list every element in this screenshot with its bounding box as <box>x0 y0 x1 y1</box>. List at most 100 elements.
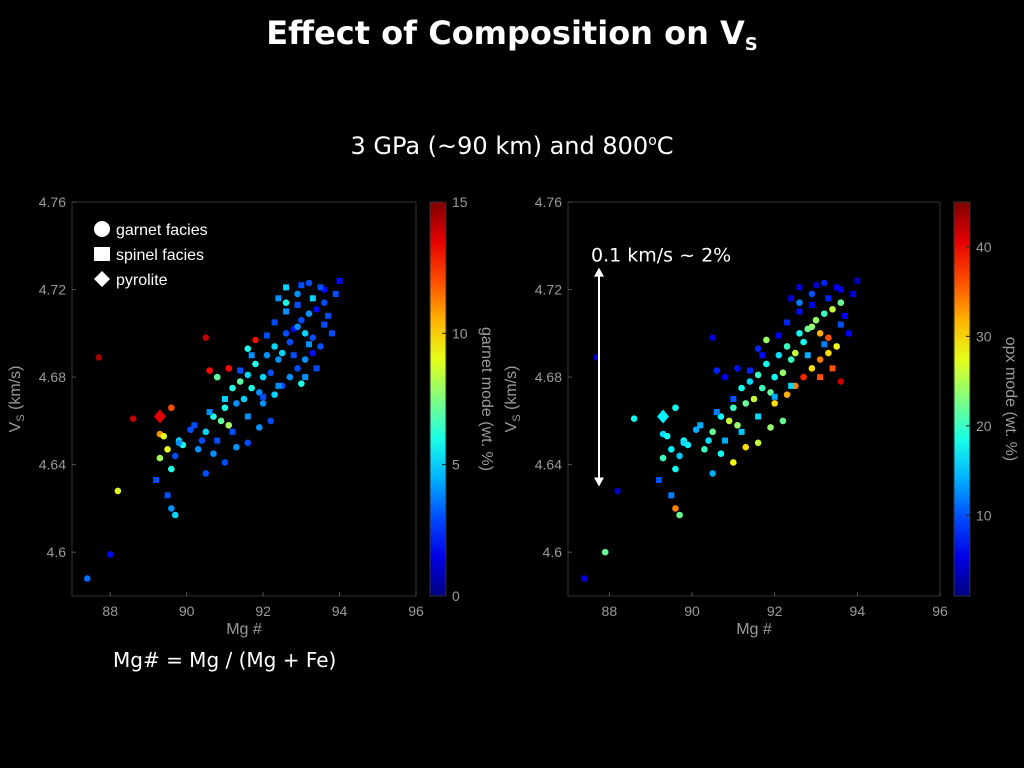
spinel-facies-point <box>846 330 853 337</box>
garnet-facies-point <box>709 470 716 477</box>
spinel-facies-point <box>153 476 160 483</box>
garnet-facies-point <box>248 384 255 392</box>
opx-mode-scatter-chart: 88 90 92 94 96 4.6 4.64 4.68 4.72 4.76 Mg # VS (km/… <box>504 194 1019 638</box>
garnet-facies-point <box>829 305 836 313</box>
garnet-facies-point <box>680 439 688 447</box>
garnet-facies-point <box>202 428 210 436</box>
garnet-facies-point <box>758 384 766 392</box>
spinel-facies-point <box>244 413 251 420</box>
spinel-facies-point <box>788 382 795 389</box>
spinel-facies-point <box>796 308 803 315</box>
garnet-facies-point <box>763 360 770 368</box>
spinel-facies-point <box>164 492 171 499</box>
spinel-facies-point <box>817 374 824 381</box>
colorbar-label: garnet mode (wt. %) <box>478 327 495 471</box>
spinel-facies-point <box>697 422 704 429</box>
garnet-facies-point <box>742 400 750 407</box>
garnet-facies-point <box>168 465 175 473</box>
garnet-facies-point <box>210 450 217 458</box>
colorbar-tick-label: 10 <box>452 325 468 341</box>
spinel-facies-point <box>746 367 753 374</box>
garnet-facies-point <box>267 369 275 377</box>
spinel-facies-point <box>738 428 745 435</box>
spinel-facies-point <box>804 352 811 359</box>
garnet-facies-point <box>275 356 282 363</box>
garnet-facies-point <box>294 290 301 298</box>
garnet-facies-point <box>779 369 787 377</box>
y-tick-label: 4.72 <box>39 282 66 298</box>
garnet-facies-point <box>808 365 816 372</box>
garnet-facies-point <box>236 378 244 385</box>
garnet-facies-point <box>313 305 320 313</box>
garnet-facies-point <box>168 505 175 512</box>
colorbar <box>953 201 971 597</box>
slide-title-main: Effect of Composition on V <box>266 14 745 52</box>
garnet-facies-point <box>259 400 267 407</box>
garnet-facies-point <box>796 330 803 337</box>
garnet-facies-point <box>225 365 233 372</box>
spinel-facies-point <box>730 396 737 402</box>
garnet-facies-point <box>771 373 778 381</box>
garnet-facies-point <box>668 446 675 453</box>
legend-circle-icon <box>94 221 110 237</box>
spinel-facies-point <box>298 282 305 289</box>
garnet-facies-point <box>114 487 122 495</box>
spinel-facies-point <box>759 352 766 359</box>
mg-number-formula: Mg# = Mg / (Mg + Fe) <box>113 648 337 672</box>
garnet-facies-point <box>800 338 807 346</box>
spinel-facies-point <box>796 284 803 291</box>
slide-subtitle: 3 GPa (~90 km) and 800oC <box>0 132 1024 160</box>
garnet-facies-point <box>171 452 179 460</box>
spinel-facies-point <box>655 476 662 483</box>
spinel-facies-point <box>332 290 339 297</box>
arrow-down-icon <box>594 477 604 487</box>
garnet-facies-point <box>320 299 328 306</box>
garnet-facies-point <box>800 373 807 381</box>
x-tick-label: 94 <box>850 603 866 619</box>
garnet-facies-point <box>229 384 236 392</box>
garnet-facies-point <box>742 443 750 451</box>
subtitle-degree: o <box>648 133 657 149</box>
garnet-facies-point <box>672 465 679 473</box>
slide-title-subscript: S <box>744 34 758 55</box>
y-tick-label: 4.68 <box>39 369 66 385</box>
garnet-facies-point <box>244 439 252 447</box>
x-tick-label: 94 <box>332 603 348 619</box>
spinel-facies-point <box>813 282 819 289</box>
x-axis-label: Mg # <box>226 621 262 638</box>
colorbar-label: opx mode (wt. %) <box>1002 337 1019 461</box>
garnet-facies-point <box>763 336 770 344</box>
garnet-facies-point <box>767 424 774 431</box>
x-tick-label: 90 <box>179 603 195 619</box>
garnet-facies-point <box>106 551 114 558</box>
garnet-facies-point <box>581 575 588 582</box>
garnet-facies-point <box>194 446 202 453</box>
spinel-facies-point <box>271 319 278 326</box>
garnet-facies-point <box>271 391 278 398</box>
garnet-facies-point <box>252 336 259 344</box>
garnet-facies-point <box>282 299 290 306</box>
garnet-facies-point <box>298 316 305 324</box>
garnet-facies-point <box>672 505 679 512</box>
garnet-facies-point <box>808 323 816 331</box>
garnet-facies-point <box>221 459 229 466</box>
garnet-facies-point <box>168 404 175 412</box>
spinel-facies-point <box>784 319 791 326</box>
y-tick-label: 4.76 <box>535 194 562 210</box>
colorbar-tick-label: 20 <box>976 418 992 434</box>
garnet-facies-point <box>309 334 317 342</box>
garnet-facies-point <box>221 404 229 412</box>
garnet-facies-point <box>286 338 294 346</box>
colorbar <box>429 201 447 597</box>
spinel-facies-point <box>229 428 236 435</box>
garnet-facies-point <box>659 454 667 462</box>
garnet-facies-point <box>164 446 171 453</box>
garnet-facies-point <box>278 349 286 357</box>
garnet-facies-point <box>614 487 621 495</box>
garnet-facies-point <box>95 354 103 361</box>
garnet-facies-point <box>252 360 259 368</box>
spinel-facies-point <box>317 284 324 291</box>
spinel-facies-point <box>309 295 316 302</box>
y-tick-label: 4.64 <box>39 457 66 473</box>
garnet-facies-point <box>833 343 840 350</box>
